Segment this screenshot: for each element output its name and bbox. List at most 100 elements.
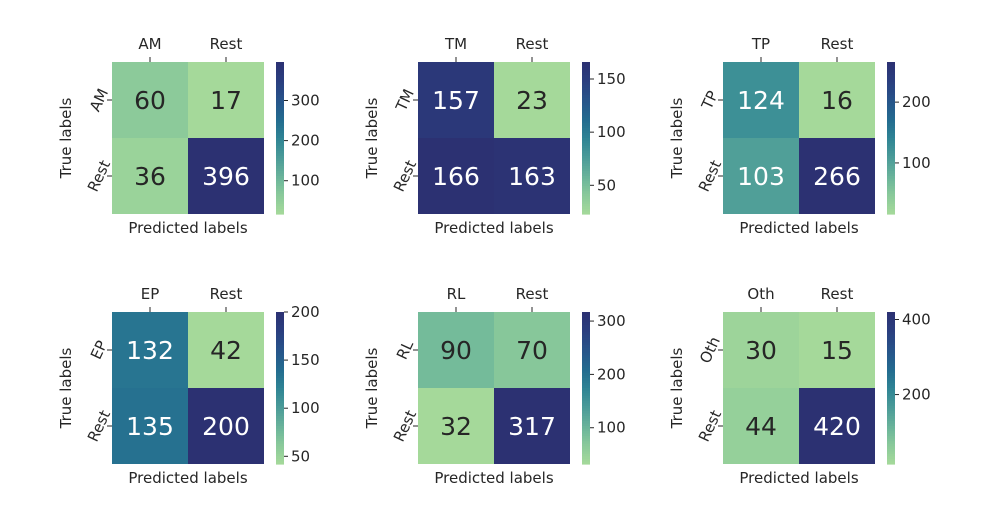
colorbar-segment	[276, 352, 284, 356]
colorbar-segment	[276, 332, 284, 336]
heatmap-cell	[723, 312, 799, 388]
colorbar-segment	[582, 433, 590, 437]
colorbar-segment	[887, 84, 895, 88]
colorbar-segment	[582, 418, 590, 422]
colorbar-segment	[582, 196, 590, 200]
colorbar-segment	[887, 334, 895, 338]
colorbar-segment	[887, 107, 895, 111]
colorbar-segment	[582, 102, 590, 106]
colorbar-segment	[276, 181, 284, 185]
colorbar-segment	[887, 357, 895, 361]
colorbar-segment	[582, 112, 590, 116]
colorbar-segment	[582, 193, 590, 197]
colorbar-segment	[887, 140, 895, 144]
colorbar-segment	[887, 362, 895, 366]
colorbar-segment	[582, 428, 590, 432]
colorbar-segment	[276, 375, 284, 379]
colorbar-segment	[887, 352, 895, 356]
colorbar-segment	[887, 87, 895, 91]
colorbar-segment	[887, 337, 895, 341]
colorbar-segment	[582, 431, 590, 435]
colorbar-segment	[276, 438, 284, 442]
colorbar-segment	[887, 329, 895, 333]
colorbar-segment	[887, 438, 895, 442]
colorbar-segment	[582, 143, 590, 147]
heatmap-cell	[112, 312, 188, 388]
colorbar-segment	[276, 165, 284, 169]
colorbar-segment	[276, 173, 284, 177]
colorbar-segment	[582, 400, 590, 404]
colorbar-segment	[276, 362, 284, 366]
colorbar-segment	[276, 431, 284, 435]
colorbar-tick-label: 200	[902, 93, 931, 111]
colorbar-segment	[276, 448, 284, 452]
colorbar-segment	[582, 77, 590, 81]
colorbar-segment	[276, 420, 284, 425]
colorbar-tick-label: 100	[291, 172, 320, 190]
colorbar-segment	[276, 380, 284, 384]
colorbar-segment	[276, 208, 284, 213]
heatmap-cell	[418, 388, 494, 464]
colorbar-segment	[887, 130, 895, 134]
colorbar-segment	[276, 102, 284, 106]
cell-value-label: 30	[745, 336, 777, 365]
colorbar-segment	[887, 332, 895, 336]
y-axis-label: True labels	[363, 97, 381, 179]
heatmap-cell	[799, 138, 875, 214]
colorbar-segment	[276, 403, 284, 407]
colorbar-segment	[887, 319, 895, 323]
heatmap-cell	[723, 62, 799, 138]
colorbar-segment	[276, 461, 284, 465]
colorbar-segment	[276, 334, 284, 338]
cell-value-label: 23	[516, 86, 548, 115]
colorbar-segment	[887, 405, 895, 409]
colorbar-segment	[887, 400, 895, 404]
colorbar-segment	[887, 69, 895, 73]
colorbar-segment	[582, 117, 590, 121]
heatmap-cell	[188, 138, 264, 214]
colorbar-segment	[582, 415, 590, 419]
heatmap-cell	[799, 388, 875, 464]
colorbar-segment	[276, 130, 284, 134]
heatmap-cell	[418, 138, 494, 214]
colorbar-segment	[582, 451, 590, 455]
colorbar-segment	[276, 183, 284, 187]
colorbar-segment	[887, 431, 895, 435]
colorbar-segment	[276, 193, 284, 197]
colorbar-segment	[276, 388, 284, 392]
colorbar-segment	[887, 72, 895, 76]
x-tick-label: AM	[138, 35, 161, 53]
colorbar-tick-label: 150	[291, 351, 320, 369]
x-tick-label: Rest	[210, 35, 243, 53]
colorbar-segment	[887, 176, 895, 180]
colorbar-segment	[582, 352, 590, 356]
heatmap-cell	[112, 138, 188, 214]
colorbar-segment	[276, 319, 284, 323]
colorbar-segment	[887, 110, 895, 114]
colorbar-segment	[887, 448, 895, 452]
heatmap-cell	[799, 312, 875, 388]
y-axis-label: True labels	[668, 97, 686, 179]
colorbar-segment	[887, 324, 895, 328]
colorbar-segment	[276, 158, 284, 162]
colorbar-segment	[887, 403, 895, 407]
colorbar-segment	[582, 148, 590, 152]
cell-value-label: 317	[508, 412, 556, 441]
colorbar-segment	[582, 115, 590, 119]
colorbar-segment	[582, 89, 590, 93]
x-tick-label: Rest	[821, 35, 854, 53]
colorbar-tick-label: 50	[597, 176, 616, 194]
colorbar-segment	[887, 181, 895, 185]
colorbar-tick-label: 100	[597, 419, 626, 437]
colorbar-segment	[887, 170, 895, 175]
colorbar-segment	[276, 367, 284, 371]
colorbar-segment	[582, 390, 590, 394]
colorbar-segment	[276, 94, 284, 99]
colorbar-segment	[887, 100, 895, 104]
colorbar-segment	[276, 135, 284, 139]
y-tick-label: RL	[393, 337, 418, 362]
colorbar-segment	[887, 413, 895, 417]
colorbar-segment	[582, 82, 590, 86]
